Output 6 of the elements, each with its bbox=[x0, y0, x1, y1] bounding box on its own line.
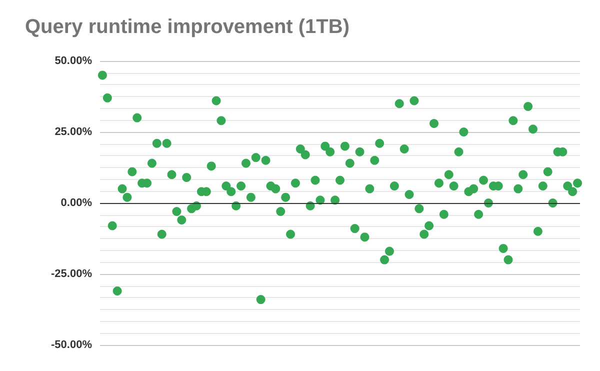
y-tick-label: 25.00% bbox=[54, 126, 92, 138]
y-tick-label: -50.00% bbox=[51, 339, 92, 351]
y-tick-label: 0.00% bbox=[60, 197, 92, 209]
chart-title: Query runtime improvement (1TB) bbox=[25, 16, 350, 38]
y-tick-label: -25.00% bbox=[51, 268, 92, 280]
y-tick-label: 50.00% bbox=[54, 55, 92, 67]
